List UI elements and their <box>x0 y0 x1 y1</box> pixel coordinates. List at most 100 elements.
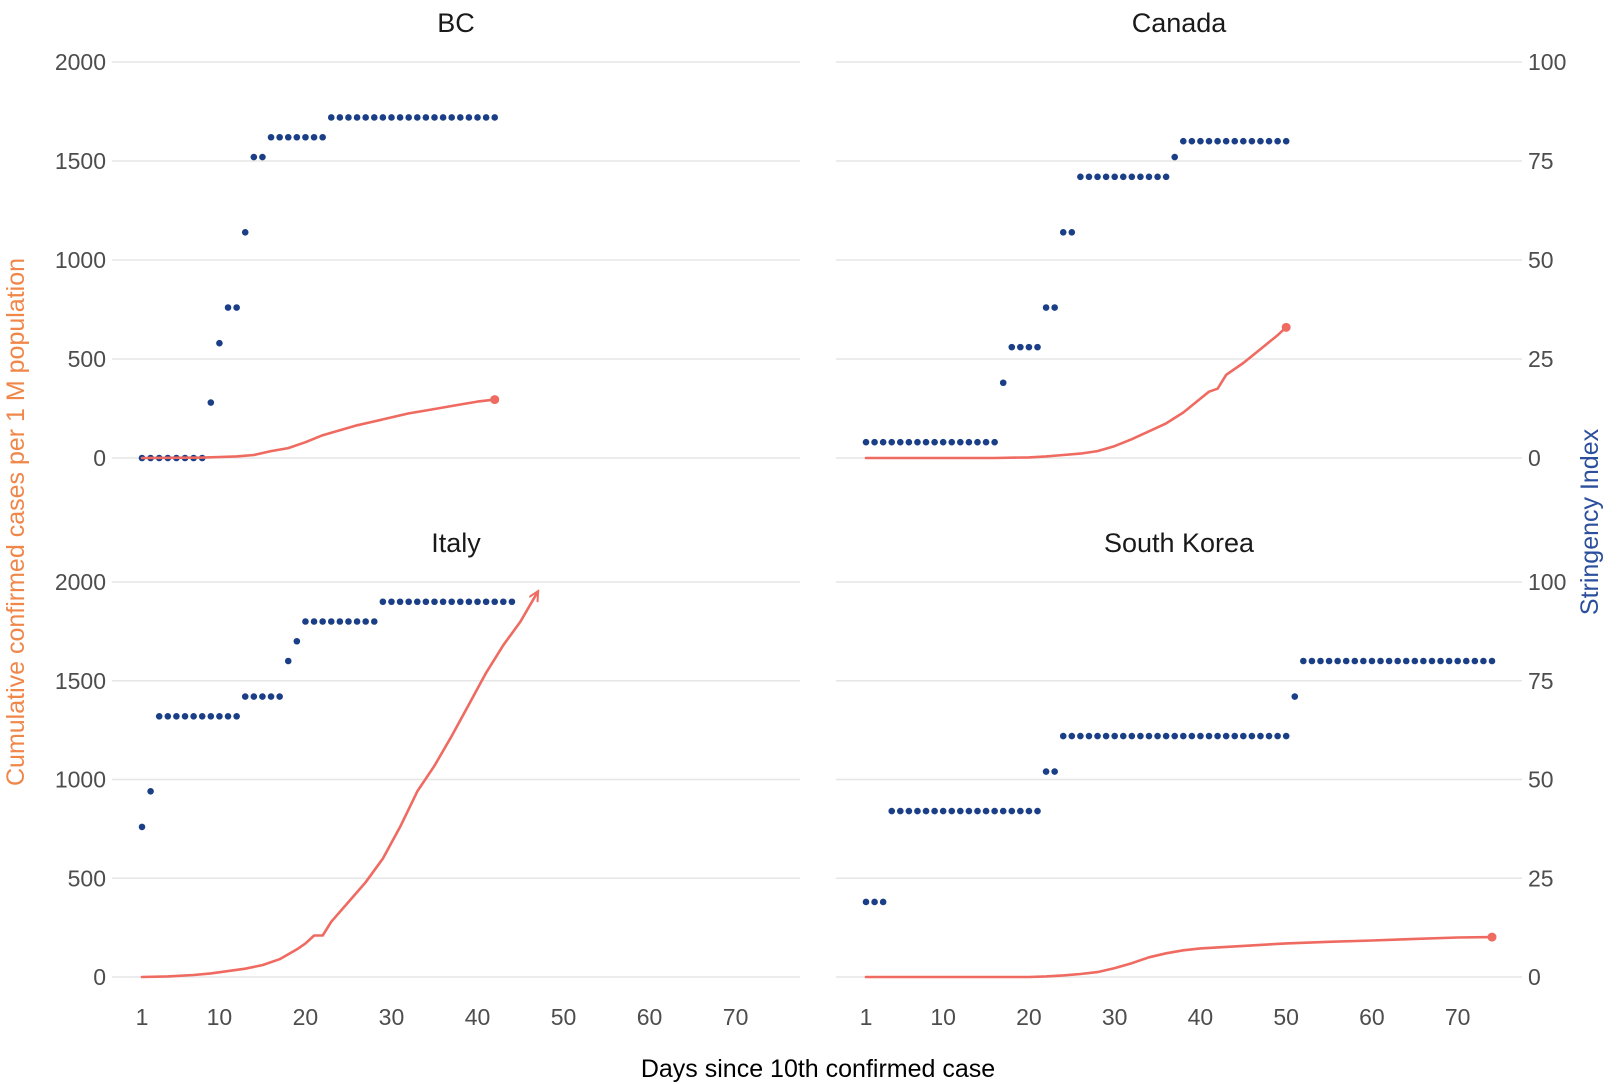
stringency-point <box>259 693 266 700</box>
stringency-point <box>1394 657 1401 665</box>
x-tick-label: 50 <box>551 1004 577 1030</box>
stringency-point <box>1051 304 1058 311</box>
x-tick-label: 40 <box>1188 1004 1214 1030</box>
y-tick-label: 0 <box>93 964 106 990</box>
stringency-point <box>147 788 154 795</box>
stringency-point <box>345 114 352 121</box>
stringency-point <box>1197 137 1204 145</box>
stringency-point <box>302 133 309 141</box>
stringency-point <box>207 399 215 406</box>
stringency-point <box>284 657 292 665</box>
stringency-point <box>439 598 447 606</box>
left-axis-title: Cumulative confirmed cases per 1 M popul… <box>2 258 30 786</box>
stringency-point <box>939 807 947 815</box>
stringency-point <box>879 438 887 446</box>
stringency-point <box>1265 732 1273 740</box>
y-tick-label: 2000 <box>55 49 106 75</box>
stringency-point <box>1240 732 1247 740</box>
stringency-point <box>948 807 956 815</box>
stringency-point <box>1385 657 1393 665</box>
stringency-point <box>1188 137 1196 145</box>
stringency-point <box>241 228 249 236</box>
stringency-point <box>1119 173 1127 181</box>
stringency-point <box>1205 732 1213 740</box>
stringency-point <box>1488 657 1496 665</box>
stringency-point <box>491 598 499 606</box>
y-tick-label: 2000 <box>55 569 106 595</box>
stringency-point <box>999 807 1007 815</box>
stringency-point <box>1162 173 1170 181</box>
stringency-point <box>1137 173 1144 181</box>
stringency-point <box>939 438 947 446</box>
stringency-point <box>1240 137 1247 145</box>
cases-end-point <box>1281 322 1291 332</box>
stringency-point <box>914 438 921 446</box>
stringency-point <box>862 898 870 906</box>
stringency-point <box>1325 657 1333 665</box>
facet-italy: Italy 0 500 1000 1500 2000 1 10 20 30 40 50 60 70 <box>55 528 800 1030</box>
stringency-point <box>250 153 258 161</box>
x-tick-label: 50 <box>1273 1004 1299 1030</box>
stringency-point <box>1162 732 1170 740</box>
stringency-point <box>1428 657 1436 665</box>
x-tick-label: 60 <box>1359 1004 1385 1030</box>
stringency-point <box>1145 173 1153 181</box>
stringency-point <box>396 598 404 606</box>
stringency-point <box>1282 137 1290 145</box>
stringency-point <box>1171 153 1179 161</box>
facet-title: Canada <box>1132 8 1228 38</box>
x-tick-label: 70 <box>723 1004 749 1030</box>
facet-south-korea: South Korea 0 25 50 75 100 1 10 20 30 40 50 60 70 <box>836 528 1566 1030</box>
stringency-point <box>413 114 421 121</box>
stringency-point <box>1179 732 1187 740</box>
stringency-point <box>448 114 455 121</box>
stringency-point <box>1137 732 1144 740</box>
stringency-point <box>991 438 998 446</box>
stringency-point <box>216 713 223 720</box>
stringency-point <box>905 807 913 815</box>
stringency-point <box>457 114 464 121</box>
stringency-point <box>871 438 878 446</box>
stringency-point <box>1085 173 1093 181</box>
facets-layer: BC0500100015002000Canada0255075100Italy0… <box>55 8 1567 1030</box>
stringency-point <box>207 713 215 720</box>
stringency-point <box>379 598 387 606</box>
stringency-point <box>1274 137 1281 145</box>
stringency-point <box>1411 657 1419 665</box>
stringency-point <box>293 637 301 645</box>
stringency-point <box>1462 657 1470 665</box>
y2-tick-label: 75 <box>1528 148 1554 174</box>
stringency-point <box>1111 173 1118 181</box>
stringency-point <box>405 114 412 121</box>
stringency-point <box>362 114 369 121</box>
stringency-point <box>474 598 481 606</box>
stringency-point <box>241 693 249 700</box>
stringency-point <box>1008 807 1016 815</box>
stringency-point <box>1471 657 1479 665</box>
stringency-point <box>888 438 896 446</box>
stringency-point <box>327 114 335 121</box>
stringency-point <box>897 438 904 446</box>
stringency-point <box>336 618 344 625</box>
stringency-point <box>965 807 973 815</box>
stringency-point <box>422 114 430 121</box>
stringency-point <box>914 807 921 815</box>
stringency-point <box>293 133 301 141</box>
stringency-point <box>413 598 421 606</box>
x-tick-label: 20 <box>293 1004 319 1030</box>
stringency-point <box>1360 657 1367 665</box>
stringency-point <box>224 304 232 311</box>
stringency-point <box>1420 657 1427 665</box>
stringency-point <box>1282 732 1290 740</box>
stringency-point <box>276 693 283 700</box>
stringency-point <box>1128 732 1136 740</box>
stringency-point <box>250 693 258 700</box>
stringency-point <box>491 114 499 121</box>
stringency-point <box>1197 732 1204 740</box>
stringency-point <box>1265 137 1273 145</box>
stringency-point <box>465 598 473 606</box>
stringency-point <box>1042 768 1050 775</box>
stringency-point <box>431 598 438 606</box>
stringency-point <box>999 379 1007 387</box>
stringency-point <box>190 713 197 720</box>
